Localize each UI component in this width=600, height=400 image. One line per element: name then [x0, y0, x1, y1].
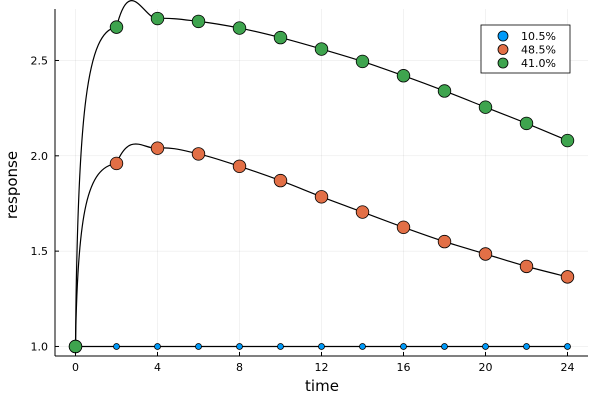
data-point-series-0 — [195, 343, 202, 350]
data-point-series-2 — [232, 21, 247, 35]
data-point-series-1 — [232, 159, 247, 173]
axes: 0 4 8 12 16 20 24 1.0 1.5 2.0 2.5 — [31, 9, 588, 374]
data-point-series-2 — [560, 133, 575, 148]
y-tick-label: 1.5 — [31, 245, 49, 258]
legend-marker — [497, 57, 509, 69]
data-point-series-1 — [560, 270, 575, 284]
x-tick-label: 16 — [397, 361, 411, 374]
data-point-series-0 — [154, 343, 161, 350]
data-point-series-0 — [564, 343, 571, 350]
data-point-series-0 — [277, 343, 284, 350]
legend-box — [480, 24, 571, 74]
data-point-series-0 — [523, 343, 530, 350]
data-point-series-2 — [519, 116, 534, 131]
data-point-series-0 — [482, 343, 489, 350]
legend: 10.5%48.5%41.0% — [480, 24, 571, 74]
data-point-series-1 — [191, 147, 206, 161]
data-point-series-1 — [109, 156, 124, 171]
x-axis-label: time — [305, 377, 339, 395]
data-point-series-2 — [355, 54, 370, 69]
legend-label: 48.5% — [521, 44, 556, 57]
data-point-series-0 — [359, 343, 366, 350]
data-point-series-1 — [519, 259, 534, 274]
x-tick-label: 8 — [236, 361, 243, 374]
legend-label: 10.5% — [521, 30, 556, 43]
data-point-series-2 — [150, 11, 165, 26]
data-point-series-0 — [441, 343, 448, 350]
data-point-series-1 — [273, 173, 288, 188]
data-point-series-1 — [150, 141, 165, 155]
data-point-series-2 — [437, 84, 452, 98]
x-tick-label: 24 — [561, 361, 575, 374]
legend-label: 41.0% — [521, 57, 556, 70]
data-points — [68, 11, 575, 354]
y-tick-label: 2.0 — [31, 150, 49, 163]
data-point-series-1 — [437, 234, 452, 249]
data-point-series-2 — [396, 69, 411, 83]
data-point-series-2 — [191, 14, 206, 29]
data-point-series-1 — [355, 205, 370, 219]
data-point-series-0 — [400, 343, 407, 350]
data-point-series-1 — [478, 247, 493, 261]
data-point-series-2 — [314, 42, 329, 56]
legend-marker — [497, 30, 509, 42]
data-point-series-2 — [273, 30, 288, 45]
x-tick-label: 0 — [72, 361, 79, 374]
x-tick-label: 20 — [479, 361, 493, 374]
data-point-series-0 — [236, 343, 243, 350]
data-point-series-0 — [318, 343, 325, 350]
data-point-series-2 — [109, 20, 124, 34]
x-tick-label: 4 — [154, 361, 161, 374]
data-point-series-0 — [113, 343, 120, 350]
data-point-series-1 — [314, 190, 329, 204]
data-point-series-2 — [478, 100, 493, 114]
x-tick-label: 12 — [315, 361, 329, 374]
y-tick-label: 2.5 — [31, 54, 49, 67]
y-axis-label: response — [3, 151, 21, 219]
data-point-series-1 — [396, 220, 411, 235]
data-point-series-2 — [68, 339, 83, 354]
y-tick-label: 1.0 — [31, 340, 49, 353]
legend-marker — [497, 44, 509, 55]
